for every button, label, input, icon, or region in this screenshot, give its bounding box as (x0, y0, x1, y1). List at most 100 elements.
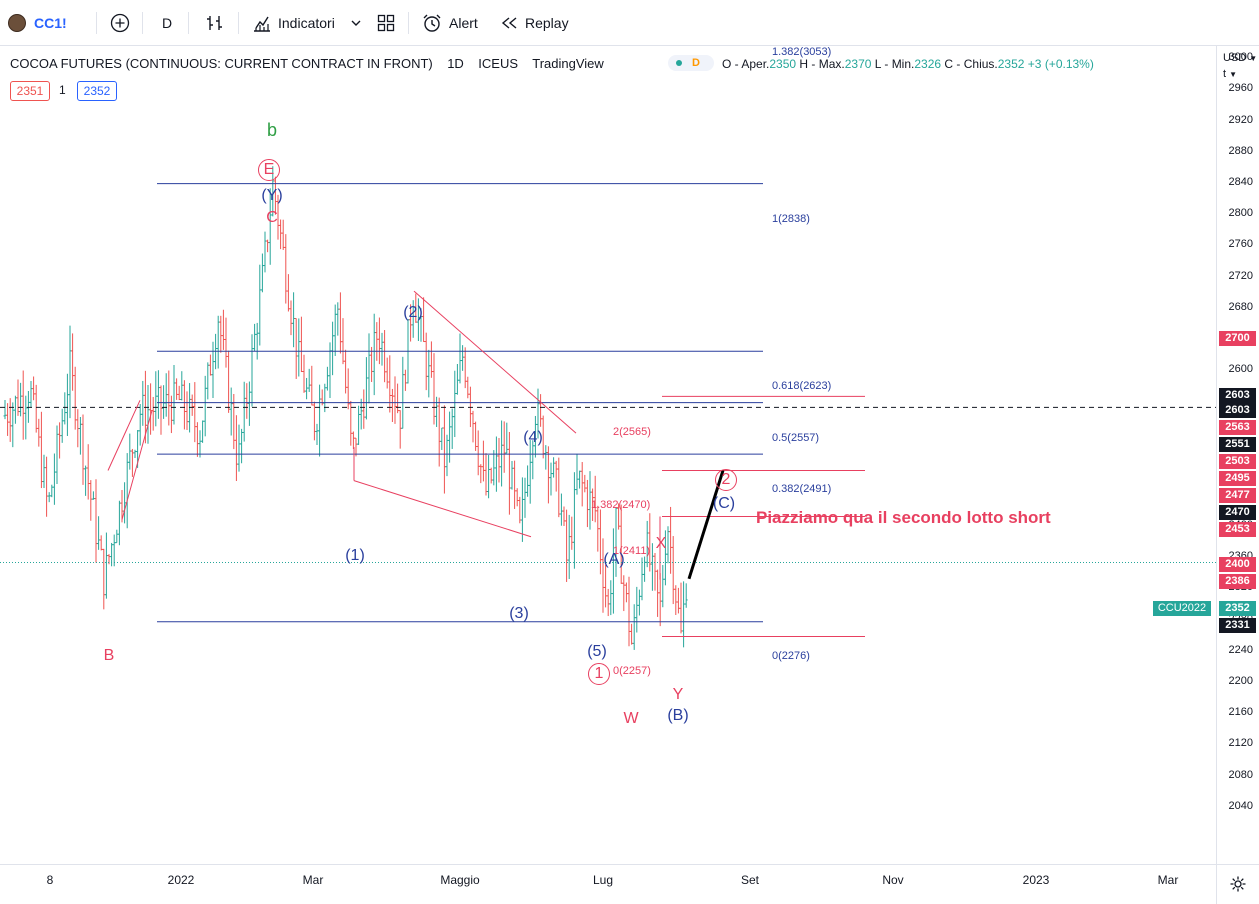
price-badge: 2453 (1219, 522, 1256, 537)
chart-type-button[interactable] (205, 0, 225, 46)
axis-settings[interactable] (1216, 864, 1259, 904)
price-bar (471, 410, 475, 443)
price-bar (604, 564, 608, 608)
price-bar (97, 516, 101, 550)
wave-label-circle-2: 2 (715, 469, 737, 491)
price-bar (55, 425, 59, 485)
trade-annotation[interactable]: Piazziamo qua il secondo lotto short (756, 508, 1051, 527)
fib-level-label: 0.382(2491) (772, 483, 832, 495)
price-bar (552, 457, 556, 478)
price-bar (609, 580, 613, 616)
price-chart[interactable] (0, 46, 1216, 864)
wave-label-a: (A) (603, 551, 625, 568)
add-symbol-button[interactable] (110, 0, 130, 46)
price-bar (125, 453, 129, 529)
price-bar (229, 387, 233, 436)
price-bar (16, 379, 20, 416)
wave-label-w: W (623, 710, 639, 727)
price-bar (448, 411, 452, 463)
price-tick-label: 2080 (1228, 768, 1253, 781)
chart-pane[interactable]: COCOA FUTURES (CONTINUOUS: CURRENT CONTR… (0, 46, 1216, 864)
wave-label-b-upper: B (103, 647, 115, 664)
ask-box[interactable]: 2352 (77, 81, 117, 101)
indicators-dropdown[interactable] (350, 0, 362, 46)
wave-label-1: (1) (345, 547, 365, 564)
price-tick-label: 2760 (1228, 238, 1253, 251)
price-bar (559, 493, 563, 526)
time-tick-label: Set (740, 873, 760, 887)
price-badge: 2503 (1219, 454, 1256, 469)
price-bar (302, 354, 306, 393)
price-bar (666, 526, 670, 564)
price-axis[interactable]: USD ▼ t ▼ 3000 2960 2920 2880 2840 2800 2760 27… (1216, 46, 1259, 864)
fib-level-label: 0(2276) (772, 650, 810, 662)
circled-e: E (258, 159, 280, 181)
price-bar (684, 583, 688, 608)
price-bar (435, 396, 439, 427)
price-bar (151, 396, 155, 431)
price-bar (279, 219, 283, 250)
price-bar (507, 431, 511, 515)
price-bar (50, 484, 54, 498)
interval-button[interactable]: D (162, 0, 172, 46)
price-bar (11, 402, 15, 448)
unit-selector[interactable]: t ▼ (1223, 68, 1237, 80)
price-bar (47, 492, 51, 503)
time-axis[interactable]: 8 2022 Mar Maggio Lug Set Nov 2023 Mar (0, 864, 1216, 904)
symbol-button[interactable]: CC1! (8, 0, 67, 46)
price-bar (520, 477, 524, 542)
price-bar (81, 414, 85, 485)
price-bar (263, 231, 267, 273)
price-bar (91, 491, 95, 500)
price-bar (606, 588, 610, 617)
alert-button[interactable]: Alert (422, 0, 478, 46)
price-bar (21, 370, 25, 440)
price-badge: 2352 (1219, 601, 1256, 616)
price-bar (359, 398, 363, 430)
price-bar (245, 383, 249, 419)
fib-level-label: 1(2838) (772, 213, 810, 225)
price-bar (8, 398, 12, 442)
price-bar (497, 438, 501, 483)
indicators-button[interactable]: Indicatori (252, 0, 335, 46)
price-tick-label: 2160 (1228, 706, 1253, 719)
price-bar (37, 418, 41, 447)
market-status[interactable]: D (668, 55, 714, 71)
price-bar (671, 536, 675, 605)
legend-title[interactable]: COCOA FUTURES (CONTINUOUS: CURRENT CONTR… (10, 56, 433, 71)
price-bar (133, 449, 137, 458)
currency-selector[interactable]: USD ▼ (1223, 52, 1257, 64)
price-bar (362, 389, 366, 429)
price-bar (622, 575, 626, 612)
price-tick-label: 3000 (1228, 51, 1253, 64)
price-bar (463, 347, 467, 389)
layout-button[interactable] (376, 0, 396, 46)
price-bar (162, 385, 166, 419)
price-bar (455, 363, 459, 395)
price-bar (661, 565, 665, 608)
price-bar (682, 581, 686, 648)
wave-label-3: (3) (509, 605, 529, 622)
price-bar (643, 556, 647, 582)
bid-box[interactable]: 2351 (10, 81, 50, 101)
price-bar (557, 457, 561, 518)
chart-legend: COCOA FUTURES (CONTINUOUS: CURRENT CONTR… (10, 56, 604, 71)
price-bar (601, 538, 605, 613)
wave-label-5: (5) (587, 643, 607, 660)
toolbar-divider (238, 12, 239, 34)
price-bar (442, 405, 446, 494)
price-bar (510, 461, 514, 490)
price-bar (484, 453, 488, 496)
price-bar (78, 417, 82, 455)
replay-button[interactable]: Replay (500, 0, 569, 46)
spread-value: 1 (59, 83, 66, 97)
time-tick-label: Nov (882, 873, 904, 887)
price-bar (528, 440, 532, 504)
price-bar (453, 370, 457, 438)
indicators-icon (254, 16, 270, 32)
price-bar (34, 384, 38, 433)
ohlc-values: O - Aper.2350 H - Max.2370 L - Min.2326 … (722, 57, 1094, 71)
price-bar (554, 460, 558, 492)
indicators-label: Indicatori (278, 15, 335, 31)
price-bar (39, 411, 43, 489)
